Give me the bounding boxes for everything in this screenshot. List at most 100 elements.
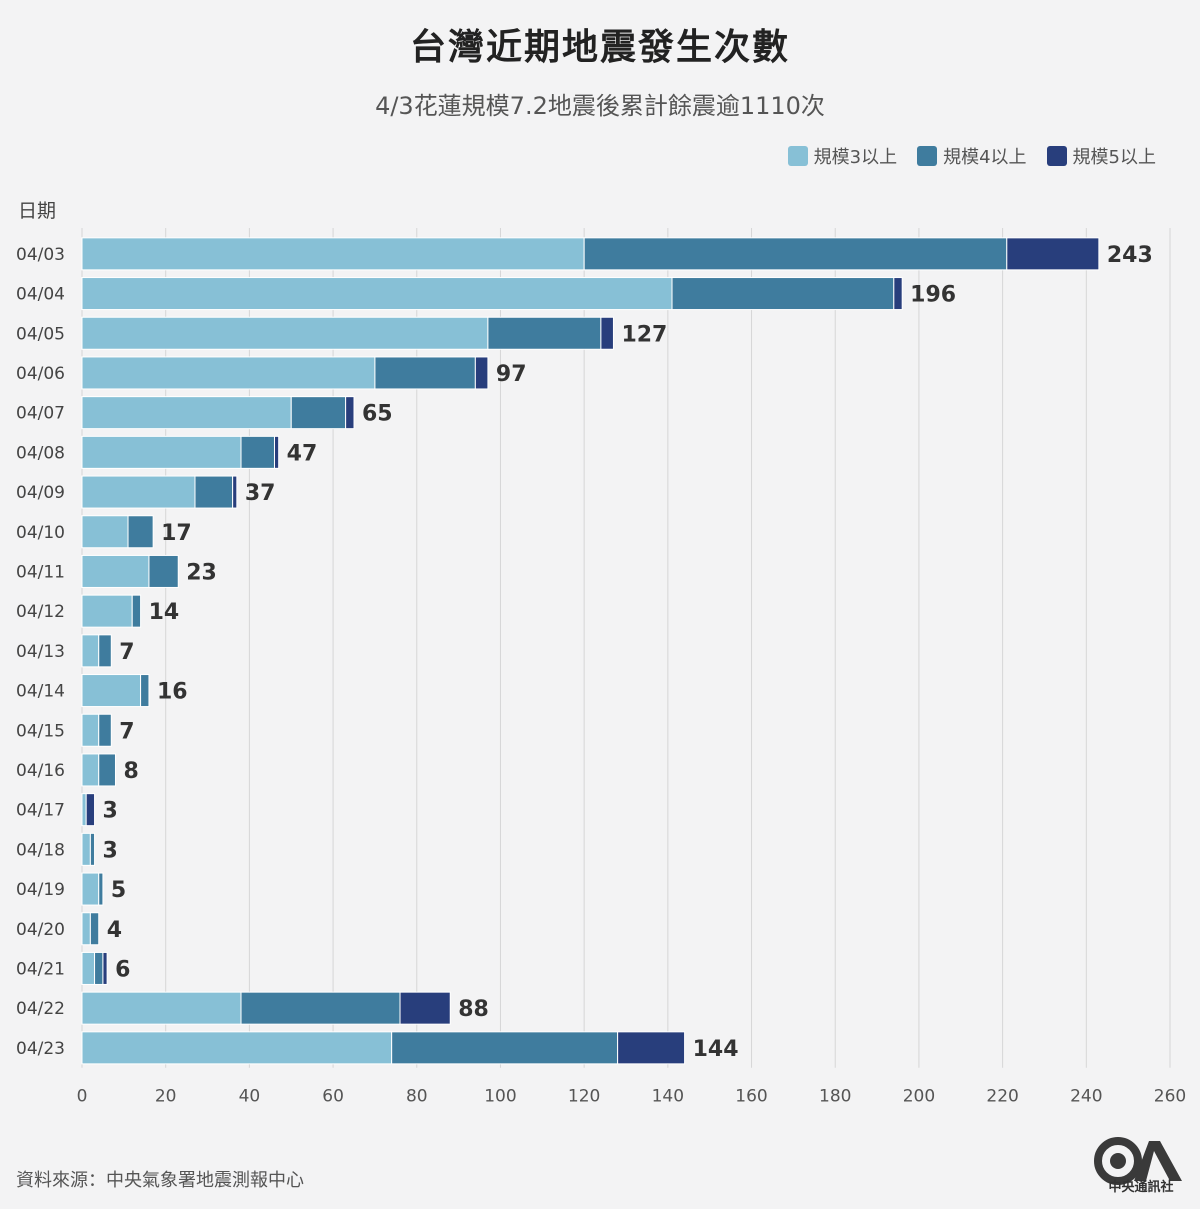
data-label: 16 xyxy=(157,680,188,705)
x-tick-label: 100 xyxy=(484,1087,516,1107)
data-label: 3 xyxy=(103,799,118,824)
y-tick-label: 04/15 xyxy=(16,721,65,741)
source-note: 資料來源：中央氣象署地震測報中心 xyxy=(16,1170,304,1191)
bar-segment-5 xyxy=(474,356,489,390)
y-axis-title: 日期 xyxy=(18,200,57,222)
legend-label-m5: 規模5以上 xyxy=(1072,147,1156,168)
bar-segment-5 xyxy=(273,435,280,469)
legend-item-m4: 規模4以上 xyxy=(917,143,1027,169)
y-tick-label: 04/03 xyxy=(16,245,65,265)
bar-segment-4 xyxy=(240,991,401,1025)
x-tick-label: 140 xyxy=(652,1087,684,1107)
data-label: 6 xyxy=(115,957,130,982)
bar-segment-4 xyxy=(89,832,96,866)
bar-chart: 0 20 40 60 80 100 120 140 160 180 200 220 240 260 04/0… xyxy=(16,228,1186,1107)
bar-segment-4 xyxy=(127,515,154,549)
x-tick-label: 160 xyxy=(735,1087,767,1107)
bar-segment-5 xyxy=(345,396,355,430)
y-tick-label: 04/09 xyxy=(16,483,65,503)
data-label: 7 xyxy=(119,719,134,744)
bar-segment-4 xyxy=(89,912,100,946)
legend-swatch-m5 xyxy=(1046,146,1067,166)
bar-segment-3 xyxy=(81,753,100,787)
x-tick-label: 260 xyxy=(1154,1087,1186,1107)
bar-segment-5 xyxy=(1006,237,1100,271)
bar-segment-4 xyxy=(240,435,275,469)
legend-item-m5: 規模5以上 xyxy=(1046,143,1156,169)
bar-segment-4 xyxy=(391,1031,619,1065)
legend-swatch-m4 xyxy=(917,146,938,166)
bar-segment-3 xyxy=(81,793,87,827)
data-label: 144 xyxy=(693,1037,739,1062)
legend-item-m3: 規模3以上 xyxy=(787,143,897,169)
bar-segment-4 xyxy=(583,237,1008,271)
data-label: 4 xyxy=(107,918,122,943)
data-label: 97 xyxy=(496,362,527,387)
y-tick-label: 04/18 xyxy=(16,840,65,860)
data-label: 127 xyxy=(621,322,667,347)
bar-segment-4 xyxy=(98,753,116,787)
cna-logo-icon xyxy=(1094,1137,1182,1185)
bar-segment-3 xyxy=(81,554,150,588)
data-label: 17 xyxy=(161,521,192,546)
x-tick-label: 180 xyxy=(819,1087,851,1107)
x-tick-label: 80 xyxy=(406,1087,428,1107)
x-tick-label: 120 xyxy=(568,1087,600,1107)
bar-segment-3 xyxy=(81,435,242,469)
legend-label-m4: 規模4以上 xyxy=(943,147,1027,168)
logo-text: 中央通訊社 xyxy=(1108,1180,1174,1195)
bar-segment-4 xyxy=(140,674,150,708)
x-tick-label: 200 xyxy=(903,1087,935,1107)
bar-segment-5 xyxy=(102,951,108,985)
data-label: 23 xyxy=(186,560,217,585)
bar-segment-3 xyxy=(81,634,100,668)
data-label: 5 xyxy=(111,878,126,903)
x-tick-label: 240 xyxy=(1070,1087,1102,1107)
bar-segment-3 xyxy=(81,991,242,1025)
bar-segment-5 xyxy=(85,793,96,827)
bar-segment-3 xyxy=(81,713,100,747)
data-label: 243 xyxy=(1107,243,1153,268)
bar-segment-5 xyxy=(399,991,451,1025)
data-label: 14 xyxy=(149,600,180,625)
bar-segment-3 xyxy=(81,594,133,628)
bar-segment-3 xyxy=(81,237,585,271)
x-tick-label: 0 xyxy=(77,1087,88,1107)
y-tick-label: 04/21 xyxy=(16,959,65,979)
y-tick-label: 04/23 xyxy=(16,1039,65,1059)
y-tick-label: 04/10 xyxy=(16,523,65,543)
bar-segment-5 xyxy=(893,277,903,311)
x-tick-label: 60 xyxy=(322,1087,344,1107)
legend-swatch-m3 xyxy=(787,146,808,166)
y-tick-label: 04/20 xyxy=(16,920,65,940)
x-tick-label: 20 xyxy=(155,1087,177,1107)
bar-segment-3 xyxy=(81,356,376,390)
bar-segment-4 xyxy=(671,277,895,311)
y-tick-label: 04/17 xyxy=(16,801,65,821)
chart-title: 台灣近期地震發生次數 xyxy=(409,27,790,68)
bar-segment-4 xyxy=(94,951,104,985)
bar-segment-4 xyxy=(194,475,234,509)
data-label: 8 xyxy=(123,759,138,784)
x-tick-label: 220 xyxy=(986,1087,1018,1107)
x-tick-label: 40 xyxy=(239,1087,261,1107)
bar-segment-4 xyxy=(131,594,142,628)
y-tick-label: 04/05 xyxy=(16,324,65,344)
y-tick-label: 04/11 xyxy=(16,562,65,582)
bar-segment-3 xyxy=(81,872,100,906)
bar-segment-4 xyxy=(98,634,112,668)
bar-segment-3 xyxy=(81,515,129,549)
data-label: 196 xyxy=(910,283,956,308)
bar-segment-5 xyxy=(232,475,238,509)
bar-segment-3 xyxy=(81,475,196,509)
bar-segment-3 xyxy=(81,674,142,708)
y-tick-label: 04/13 xyxy=(16,642,65,662)
y-tick-label: 04/07 xyxy=(16,404,65,424)
legend: 規模3以上 規模4以上 規模5以上 xyxy=(787,143,1156,169)
chart-subtitle: 4/3花蓮規模7.2地震後累計餘震逾1110次 xyxy=(375,92,825,120)
bar-segment-4 xyxy=(98,872,104,906)
bar-segment-3 xyxy=(81,832,91,866)
bar-segment-4 xyxy=(290,396,347,430)
y-tick-label: 04/16 xyxy=(16,761,65,781)
y-tick-label: 04/22 xyxy=(16,999,65,1019)
